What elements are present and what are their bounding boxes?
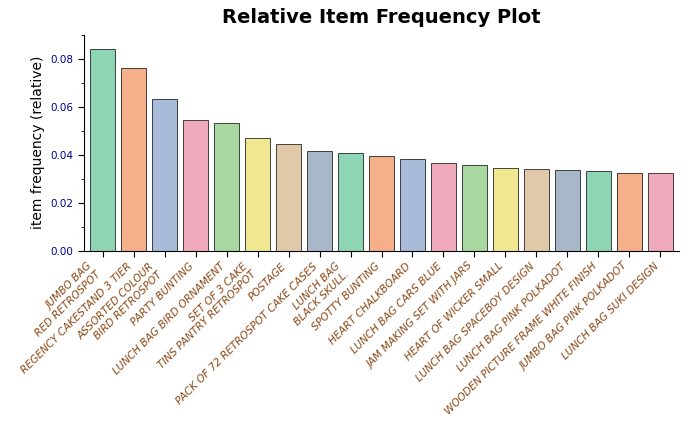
Bar bbox=[307, 151, 332, 251]
Bar bbox=[493, 168, 518, 251]
Bar bbox=[245, 138, 270, 251]
Bar bbox=[431, 163, 456, 251]
Bar bbox=[648, 172, 673, 251]
Bar bbox=[183, 120, 208, 251]
Y-axis label: item frequency (relative): item frequency (relative) bbox=[31, 56, 45, 229]
Bar bbox=[524, 169, 549, 251]
Bar bbox=[338, 153, 363, 251]
Bar bbox=[555, 170, 580, 251]
Bar bbox=[214, 124, 239, 251]
Bar bbox=[462, 165, 487, 251]
Bar bbox=[369, 156, 394, 251]
Bar bbox=[617, 172, 642, 251]
Bar bbox=[400, 159, 425, 251]
Bar bbox=[121, 68, 146, 251]
Title: Relative Item Frequency Plot: Relative Item Frequency Plot bbox=[222, 9, 541, 28]
Bar bbox=[152, 99, 177, 251]
Bar bbox=[90, 49, 115, 251]
Bar bbox=[276, 144, 301, 251]
Bar bbox=[586, 172, 611, 251]
